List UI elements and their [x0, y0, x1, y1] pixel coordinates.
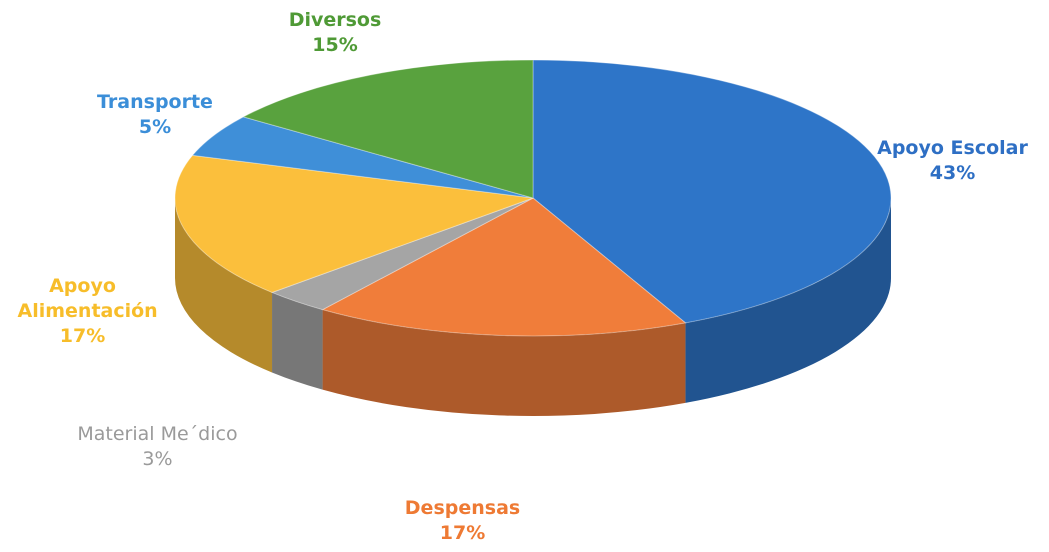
pie-side-apoyo-escolar	[685, 198, 891, 403]
label-apoyo-escolar: Apoyo Escolar 43%	[865, 136, 1040, 186]
label-apoyo-alimentacion-name: Apoyo Alimentación	[17, 275, 158, 322]
pie-side-apoyo-alimentacio-n	[175, 198, 273, 373]
pie-side-material-me-dico	[272, 292, 323, 390]
pie-slice-diversos	[242, 59, 534, 199]
pie-slice-apoyo-alimentacio-n	[174, 154, 534, 294]
label-despensas: Despensas 17%	[375, 496, 550, 546]
label-material-medico: Material Me´dico 3%	[45, 422, 270, 472]
label-material-medico-value: 3%	[142, 448, 173, 470]
label-despensas-value: 17%	[439, 522, 486, 544]
label-apoyo-alimentacion-value: 17%	[59, 325, 106, 347]
label-despensas-name: Despensas	[404, 497, 521, 519]
label-transporte-name: Transporte	[97, 91, 213, 113]
pie-slice-material-me-dico	[270, 197, 534, 311]
label-transporte: Transporte 5%	[70, 90, 240, 140]
pie-slice-transporte	[191, 116, 534, 199]
pie-top-slices	[174, 59, 892, 337]
label-apoyo-escolar-value: 43%	[929, 162, 976, 184]
label-diversos-value: 15%	[312, 34, 358, 56]
pie-side-despensas	[322, 309, 686, 416]
pie-side-walls	[175, 198, 891, 416]
label-diversos-name: Diversos	[288, 9, 382, 31]
label-material-medico-name: Material Me´dico	[77, 423, 238, 445]
pie-slice-apoyo-escolar	[532, 59, 892, 324]
pie-slice-despensas	[321, 197, 687, 337]
label-diversos: Diversos 15%	[250, 8, 420, 58]
label-apoyo-alimentacion: Apoyo Alimentación 17%	[0, 274, 165, 349]
label-transporte-value: 5%	[138, 116, 172, 138]
label-apoyo-escolar-name: Apoyo Escolar	[877, 137, 1028, 159]
